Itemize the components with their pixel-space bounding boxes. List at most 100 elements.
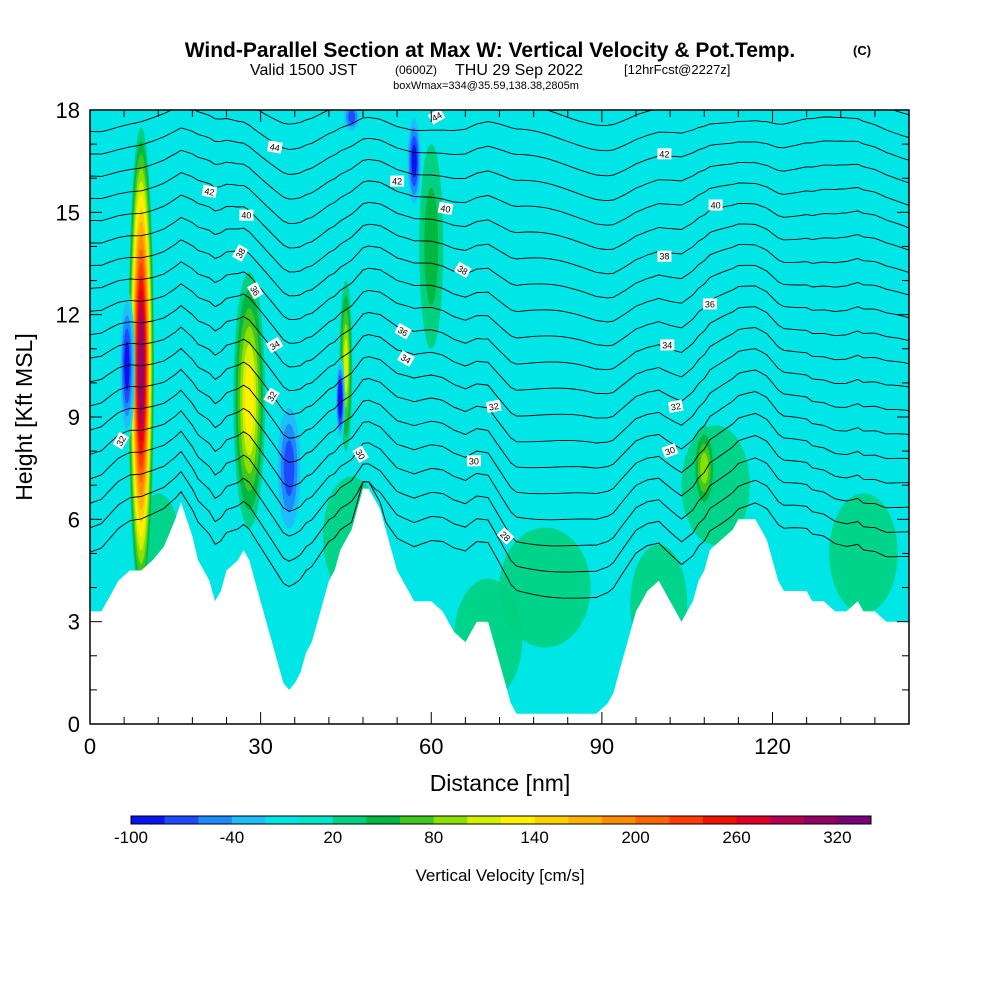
contour-label-text: 42	[659, 149, 669, 159]
contour-label-text: 44	[269, 142, 281, 154]
theta-contour-49	[90, 0, 909, 23]
colorbar-swatch	[198, 816, 233, 824]
contour-label-bg	[660, 339, 675, 351]
contour-label-text: 38	[234, 246, 248, 260]
velocity-band-2	[499, 527, 591, 648]
y-tick-label: 0	[68, 712, 80, 737]
colorbar-swatch	[501, 816, 535, 824]
contour-label-text: 40	[711, 201, 721, 211]
contour-label-bg	[466, 455, 481, 467]
colorbar-swatch	[231, 816, 266, 824]
contour-label-text: 32	[670, 401, 682, 413]
contour-label-21: 36	[702, 298, 717, 310]
y-tick-label: 3	[68, 610, 80, 635]
contour-label-bg	[232, 244, 249, 262]
contour-label-bg	[263, 387, 280, 406]
contour-label-23: 32	[667, 399, 684, 413]
box-info: boxWmax=334@35.59,138.38,2805m	[393, 80, 579, 92]
theta-contour-34	[90, 326, 909, 395]
contour-label-text: 36	[248, 284, 262, 298]
theta-contour-31	[90, 389, 909, 469]
contour-label-bg	[453, 261, 472, 279]
x-tick-label: 60	[419, 734, 443, 759]
theta-contour-27	[90, 470, 909, 573]
contour-label-text: 30	[664, 445, 677, 458]
colorbar-swatch	[366, 816, 401, 824]
contour-label-bg	[394, 323, 412, 340]
chart-subtitle: Valid 1500 JST (0600Z) THU 29 Sep 2022 […	[250, 62, 730, 79]
colorbar-tick-label: 260	[722, 828, 750, 847]
theta-contour-38	[90, 239, 909, 299]
colorbar-swatch	[164, 816, 199, 824]
colorbar-tick-label: 140	[520, 828, 548, 847]
colorbar-tick-label: -40	[220, 828, 245, 847]
y-tick-label: 6	[68, 507, 80, 532]
plot-area: 3244424038363432304442403836343230284240…	[90, 0, 909, 724]
y-tick-label: 18	[56, 98, 80, 123]
contour-label-text: 36	[705, 299, 715, 309]
contour-label-bg	[702, 298, 717, 310]
colorbar-tick-label: -100	[114, 828, 148, 847]
contour-label-6: 34	[265, 336, 284, 354]
velocity-cell-9-1	[424, 187, 439, 306]
theta-contour-26	[90, 481, 909, 599]
velocity-cell-4-4	[343, 338, 348, 394]
contour-label-bg	[390, 175, 405, 187]
x-tick-label: 0	[84, 734, 96, 759]
colorbar-swatch	[635, 816, 670, 824]
contour-label-text: 34	[662, 340, 672, 350]
contour-label-bg	[397, 350, 415, 367]
contour-label-13: 36	[394, 323, 412, 340]
contour-label-16: 30	[466, 455, 481, 467]
contour-label-22: 34	[660, 339, 675, 351]
colorbar-swatch	[568, 816, 603, 824]
contour-label-text: 42	[392, 177, 402, 187]
colorbar-tick-label: 80	[424, 828, 443, 847]
theta-contour-41	[90, 172, 909, 226]
contour-label-bg	[485, 399, 502, 413]
theta-contour-42	[90, 149, 909, 202]
contour-label-text: 40	[440, 203, 452, 215]
contour-label-text: 32	[114, 434, 128, 448]
x-tick-label: 120	[754, 734, 791, 759]
x-axis-title: Distance [nm]	[430, 770, 571, 796]
theta-contour-36	[90, 283, 909, 347]
velocity-cell-2-5	[244, 362, 254, 438]
contour-label-24: 30	[661, 443, 679, 459]
theta-contour-40	[90, 194, 909, 251]
colorbar-tick-labels: -100 -40 20 80 140 200 260 320	[114, 828, 852, 847]
contour-label-5: 36	[247, 281, 264, 300]
contour-label-bg	[657, 250, 672, 262]
theta-contour-30	[90, 410, 909, 495]
contour-label-bg	[267, 140, 283, 154]
theta-contour-43	[90, 127, 909, 177]
contour-label-text: 38	[456, 263, 470, 277]
theta-contour-33	[90, 347, 909, 419]
contour-label-8: 30	[352, 445, 369, 464]
contour-label-10: 42	[390, 175, 405, 187]
colorbar-swatch	[299, 816, 334, 824]
velocity-cell-5-5	[338, 387, 343, 413]
velocity-cell-7-3	[348, 110, 356, 124]
contour-label-0: 32	[112, 431, 130, 450]
contour-label-bg	[657, 148, 672, 160]
contour-label-18: 42	[657, 148, 672, 160]
colorbar-swatch	[770, 816, 804, 824]
contour-label-text: 44	[430, 110, 444, 124]
colorbar-swatch	[400, 816, 434, 824]
contour-label-15: 32	[485, 399, 502, 413]
colorbar-title: Vertical Velocity [cm/s]	[415, 866, 584, 885]
contour-label-1: 44	[267, 140, 283, 154]
contour-label-bg	[265, 336, 284, 354]
colorbar-swatch	[837, 816, 872, 824]
contour-label-bg	[201, 184, 218, 199]
contour-label-20: 38	[657, 250, 672, 262]
theta-contour-37	[90, 261, 909, 323]
contour-label-bg	[437, 201, 454, 216]
contour-label-bg	[247, 281, 264, 300]
contour-label-7: 32	[263, 387, 280, 406]
contour-label-bg	[112, 431, 130, 450]
velocity-band-4	[829, 493, 898, 614]
velocity-cell-6-4	[411, 144, 417, 178]
